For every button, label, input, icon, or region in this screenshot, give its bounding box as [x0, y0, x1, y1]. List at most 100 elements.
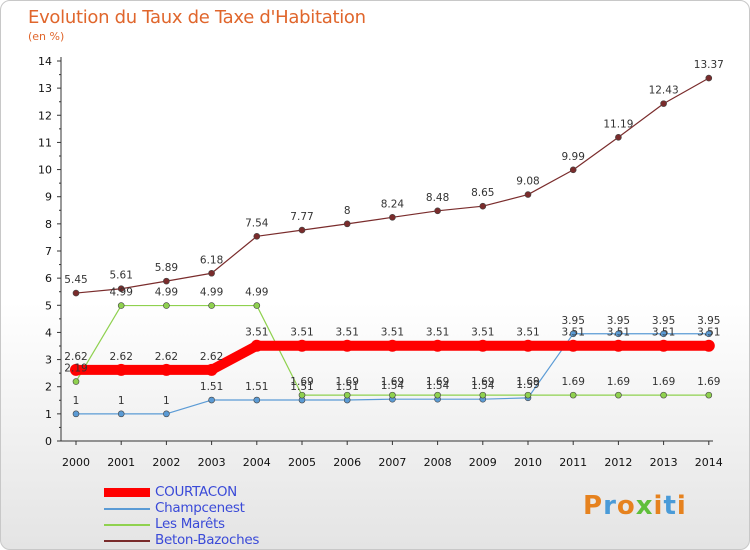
data-point	[522, 339, 534, 352]
brand-logo: Proxiti	[583, 491, 687, 521]
data-label: 8.48	[426, 192, 449, 204]
data-point	[476, 339, 489, 352]
data-point	[705, 74, 713, 82]
data-label: 9.08	[516, 176, 539, 188]
data-point	[705, 330, 713, 338]
brand-letter: x	[635, 491, 654, 521]
chart-title: Evolution du Taux de Taxe d'Habitation	[28, 7, 366, 28]
data-label: 1.54	[471, 380, 495, 392]
data-point	[72, 289, 80, 297]
data-label: 4.99	[110, 287, 133, 299]
data-label: 1	[163, 395, 170, 407]
data-label: 5.45	[64, 274, 87, 286]
data-point	[479, 391, 487, 399]
data-point	[567, 339, 580, 352]
data-point	[569, 391, 577, 399]
data-label: 2.62	[110, 351, 133, 363]
data-label: 3.51	[562, 327, 585, 339]
data-point	[296, 339, 308, 352]
y-tick-label: 0	[45, 435, 52, 448]
x-tick-label: 2012	[604, 456, 632, 469]
data-label: 5.61	[110, 270, 133, 282]
y-tick-label: 6	[45, 272, 52, 285]
x-tick-label: 2007	[378, 456, 406, 469]
data-point	[163, 410, 170, 418]
data-point	[115, 363, 128, 376]
data-label: 3.51	[607, 327, 630, 339]
data-label: 1.59	[516, 379, 539, 391]
data-point	[657, 339, 670, 352]
data-point	[434, 207, 441, 215]
data-point	[208, 269, 215, 277]
data-label: 3.51	[290, 327, 313, 339]
legend-swatch	[104, 488, 150, 497]
x-tick-label: 2003	[198, 456, 226, 469]
x-tick-label: 2013	[650, 456, 678, 469]
data-point	[524, 191, 532, 198]
data-point	[479, 202, 487, 210]
y-tick-label: 14	[38, 55, 52, 68]
x-tick-label: 2009	[469, 456, 497, 469]
data-label: 4.99	[245, 287, 268, 299]
data-label: 1.54	[426, 380, 450, 392]
data-label: 1.69	[697, 376, 720, 388]
x-tick-label: 2000	[62, 456, 90, 469]
data-label: 12.43	[649, 85, 679, 97]
data-point	[660, 100, 667, 107]
data-point	[705, 391, 713, 399]
data-label: 1.69	[607, 376, 630, 388]
data-point	[250, 339, 263, 352]
data-label: 3.95	[652, 315, 675, 327]
brand-letter: i	[653, 491, 664, 521]
data-label: 6.18	[200, 254, 223, 266]
legend-label: Champcenest	[155, 500, 245, 516]
x-tick-label: 2011	[559, 456, 587, 469]
data-point	[298, 391, 306, 399]
y-tick-label: 10	[38, 164, 52, 177]
data-point	[343, 220, 351, 228]
data-point	[163, 277, 170, 285]
x-tick-label: 2001	[107, 456, 135, 469]
data-point	[386, 339, 399, 352]
data-point	[117, 410, 125, 418]
data-point	[160, 363, 173, 376]
data-label: 1.69	[516, 376, 539, 388]
legend-swatch	[104, 524, 150, 526]
data-label: 8.65	[471, 187, 494, 199]
data-point	[569, 166, 577, 174]
y-tick-label: 3	[45, 354, 52, 367]
data-point	[660, 330, 667, 338]
data-point	[569, 330, 577, 338]
data-label: 1	[73, 395, 80, 407]
series-line-3	[75, 77, 710, 294]
data-point	[615, 330, 622, 338]
data-label: 2.62	[64, 351, 87, 363]
y-tick-label: 11	[38, 136, 52, 149]
brand-letter: i	[676, 491, 687, 521]
data-point	[341, 339, 354, 352]
data-label: 3.95	[697, 315, 720, 327]
data-label: 11.19	[603, 118, 633, 130]
data-label: 2.19	[64, 363, 87, 375]
x-tick-label: 2002	[152, 456, 180, 469]
legend-label: COURTACON	[155, 484, 237, 500]
data-point	[72, 410, 80, 418]
data-label: 5.89	[155, 262, 178, 274]
chart-unit: (en %)	[28, 30, 65, 43]
y-tick-label: 12	[38, 109, 52, 122]
legend-label: Les Marêts	[155, 516, 225, 532]
data-point	[612, 339, 625, 352]
brand-letter: o	[616, 491, 636, 521]
x-tick-label: 2005	[288, 456, 316, 469]
data-label: 1.69	[562, 376, 585, 388]
data-label: 4.99	[155, 287, 178, 299]
data-label: 8.24	[381, 198, 405, 210]
x-tick-label: 2014	[695, 456, 723, 469]
x-tick-label: 2004	[243, 456, 271, 469]
data-label: 7.77	[290, 211, 313, 223]
y-tick-label: 1	[45, 408, 52, 421]
data-point	[163, 302, 170, 309]
data-label: 3.51	[697, 327, 720, 339]
data-label: 3.95	[562, 315, 585, 327]
brand-letter: r	[603, 491, 617, 521]
